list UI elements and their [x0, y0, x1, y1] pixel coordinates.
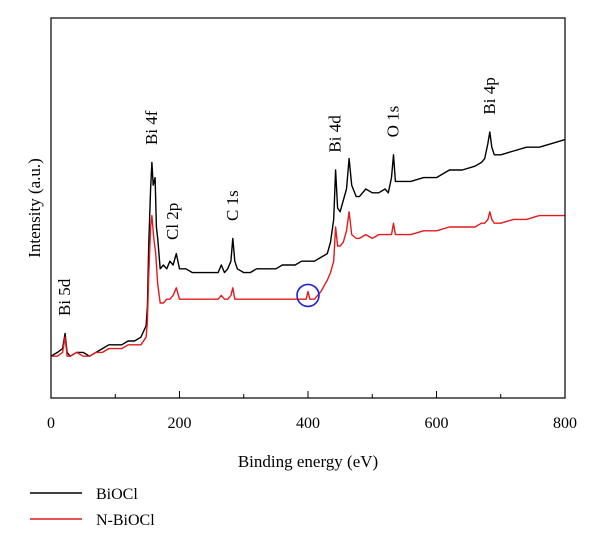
plot-area: [50, 131, 566, 357]
axes: 0 200 400 600 800 Binding energy (eV) Intensit…: [25, 17, 577, 471]
x-tick-label: 600: [425, 415, 449, 432]
peak-label: Bi 5d: [55, 278, 74, 316]
x-tick-label: 400: [296, 415, 320, 432]
peak-annotations: Bi 5d Bi 4f Cl 2p C 1s Bi 4d O 1s Bi 4p: [55, 77, 499, 316]
legend: BiOCl N-BiOCl: [30, 486, 155, 529]
x-tick-label: 0: [47, 415, 55, 432]
legend-label: N-BiOCl: [96, 512, 155, 529]
peak-label: C 1s: [223, 190, 242, 221]
x-axis-label: Binding energy (eV): [238, 452, 378, 471]
peak-label: Bi 4p: [480, 77, 499, 114]
peak-label: O 1s: [384, 106, 403, 138]
x-tick-label: 800: [553, 415, 577, 432]
x-tick-label: 200: [168, 415, 192, 432]
series-line-n-biocl: [51, 211, 565, 357]
series-line-biocl: [50, 131, 566, 357]
peak-label: Bi 4f: [142, 110, 161, 145]
y-axis-label: Intensity (a.u.): [25, 158, 44, 258]
highlight-circle: [296, 283, 320, 308]
peak-label: Cl 2p: [163, 203, 182, 240]
legend-label: BiOCl: [96, 486, 138, 503]
peak-label: Bi 4d: [326, 115, 345, 153]
